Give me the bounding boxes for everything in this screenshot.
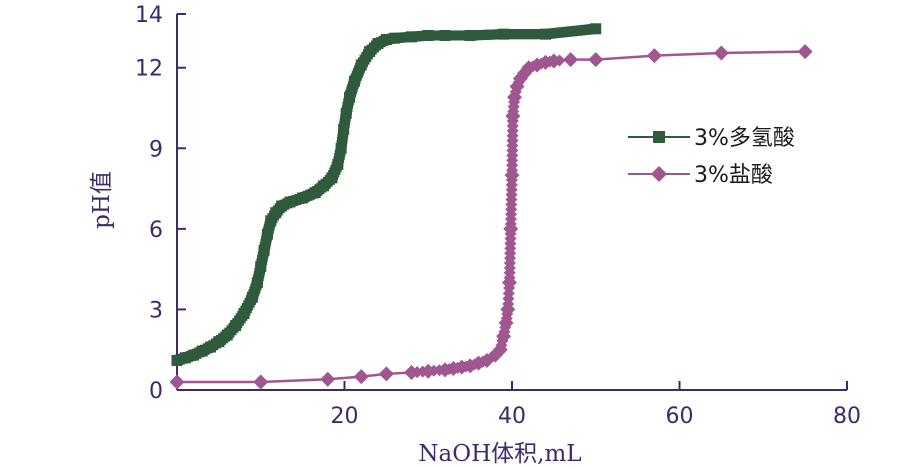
data-point [332, 158, 344, 170]
data-point [221, 329, 233, 341]
series-1 [171, 23, 602, 366]
data-point [335, 142, 347, 154]
series-2 [169, 44, 813, 390]
x-ticks: 20 40 60 80 [331, 381, 861, 429]
data-point [171, 354, 183, 366]
data-point [498, 315, 514, 331]
data-point [590, 23, 602, 35]
data-point [713, 45, 729, 61]
data-point [353, 369, 369, 385]
data-point [270, 207, 282, 219]
y-tick-label: 6 [149, 218, 163, 243]
data-point [380, 34, 392, 46]
y-ticks: 0 3 6 9 12 14 [135, 3, 186, 404]
data-point [422, 29, 434, 41]
data-point [179, 352, 191, 364]
data-point [251, 277, 263, 289]
x-tick-label: 80 [833, 404, 861, 429]
data-point [349, 75, 361, 87]
data-point [213, 336, 225, 348]
data-point [309, 187, 321, 199]
y-tick-label: 12 [135, 57, 163, 82]
y-tick-label: 9 [149, 137, 163, 162]
legend-item-series-1: 3%多氢酸 [628, 126, 795, 151]
legend-label-series-1: 3%多氢酸 [694, 126, 795, 151]
y-tick-label: 0 [149, 379, 163, 404]
data-point [326, 172, 338, 184]
data-point [406, 31, 417, 43]
data-point [503, 221, 519, 237]
data-point [797, 44, 813, 60]
data-point [563, 52, 579, 68]
data-point [205, 341, 216, 353]
data-point [246, 291, 258, 303]
y-tick-label: 14 [135, 3, 163, 28]
data-point [646, 48, 662, 64]
data-point [344, 91, 356, 103]
data-point [372, 38, 384, 50]
data-point [378, 366, 394, 382]
data-point [255, 260, 267, 272]
data-point [188, 349, 200, 361]
data-point [276, 200, 288, 212]
data-point [420, 363, 436, 379]
x-tick-label: 60 [666, 404, 694, 429]
data-point [196, 345, 208, 357]
data-point [500, 301, 516, 317]
data-point [507, 89, 523, 105]
data-point [338, 123, 350, 135]
data-point [501, 275, 517, 291]
data-point [389, 32, 401, 44]
data-point [546, 53, 562, 69]
data-point [498, 28, 510, 40]
data-point [320, 371, 336, 387]
legend-marker-series-2 [651, 166, 667, 182]
data-point [238, 307, 250, 319]
data-point [588, 52, 604, 68]
data-point [253, 374, 269, 390]
data-point [284, 196, 296, 208]
data-point [258, 244, 270, 256]
data-point [439, 29, 451, 41]
data-point [464, 29, 476, 41]
data-point [504, 167, 520, 183]
data-point [261, 228, 273, 240]
y-tick-label: 3 [149, 298, 163, 323]
data-point [169, 374, 185, 390]
data-point [355, 59, 367, 71]
data-point [297, 192, 309, 204]
data-point [265, 215, 277, 227]
x-axis-title: NaOH体积,mL [418, 441, 581, 467]
data-point [492, 342, 508, 358]
legend-item-series-2: 3%盐酸 [628, 163, 773, 188]
legend-label-series-2: 3%盐酸 [694, 163, 773, 188]
x-tick-label: 20 [331, 404, 359, 429]
legend: 3%多氢酸 3%盐酸 [628, 126, 795, 188]
data-point [318, 180, 330, 192]
data-point [540, 28, 551, 40]
x-tick-label: 40 [498, 404, 526, 429]
data-point [364, 46, 376, 58]
data-point [340, 107, 352, 119]
legend-marker-series-1 [653, 131, 665, 143]
series-layer [169, 23, 813, 390]
y-axis-title: pH值 [89, 171, 115, 229]
data-point [404, 365, 419, 381]
data-point [505, 108, 521, 124]
data-point [230, 320, 242, 332]
data-point [496, 328, 512, 344]
